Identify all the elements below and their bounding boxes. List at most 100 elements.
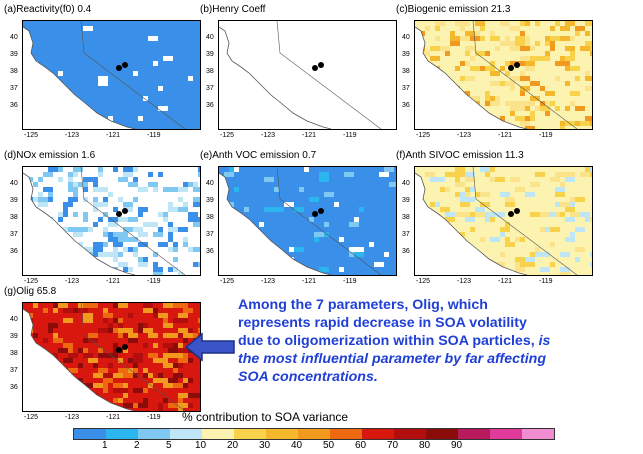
site-marker xyxy=(312,211,318,217)
colorbar-swatch xyxy=(426,429,458,439)
colorbar-swatch xyxy=(362,429,394,439)
y-tick-label: 40 xyxy=(206,180,214,187)
colorbar-swatch xyxy=(106,429,138,439)
colorbar-title: % contribution to SOA variance xyxy=(182,410,349,424)
note-line-3-italic: is xyxy=(534,333,551,349)
colorbar-swatch xyxy=(234,429,266,439)
x-tick-label: -125 xyxy=(24,414,39,421)
y-tick-label: 36 xyxy=(10,102,18,109)
note-line-2: represents rapid decrease in SOA volatil… xyxy=(238,315,527,331)
y-tick-label: 39 xyxy=(10,333,18,340)
x-tick-label: -123 xyxy=(457,132,472,139)
y-tick-label: 40 xyxy=(402,180,410,187)
map-panel-d: (d)NOx emission 1.6 40 39 38 37 36 -125 -123 -12… xyxy=(2,146,202,286)
arrow-icon xyxy=(186,332,235,362)
map-panel-f: (f)Anth SIVOC emission 11.3 40 39 38 37 36 -12… xyxy=(394,146,594,286)
colorbar-swatch xyxy=(458,429,490,439)
colorbar-tick-label: 10 xyxy=(195,440,207,451)
y-tick-label: 40 xyxy=(206,34,214,41)
colorbar-swatch xyxy=(330,429,362,439)
colorbar-tick-label: 80 xyxy=(419,440,431,451)
x-tick-label: -123 xyxy=(65,278,80,285)
map-plot xyxy=(22,302,201,412)
x-tick-label: -119 xyxy=(539,278,553,285)
x-tick-label: -125 xyxy=(416,132,431,139)
y-tick-label: 37 xyxy=(206,85,214,92)
site-marker xyxy=(318,62,324,68)
x-tick-label: -121 xyxy=(106,414,121,421)
y-tick-label: 36 xyxy=(206,102,214,109)
y-tick-label: 37 xyxy=(206,231,214,238)
colorbar-swatch xyxy=(490,429,522,439)
y-tick-label: 39 xyxy=(10,51,18,58)
x-tick-label: -125 xyxy=(220,278,235,285)
x-tick-label: -121 xyxy=(106,132,121,139)
colorbar-tick-label: 1 xyxy=(102,440,108,451)
site-marker xyxy=(122,62,128,68)
y-tick-label: 40 xyxy=(402,34,410,41)
panel-title: (a)Reactivity(f0) 0.4 xyxy=(4,4,92,15)
note-line-4: the most influential parameter by far af… xyxy=(238,351,546,367)
y-tick-label: 36 xyxy=(402,102,410,109)
y-tick-label: 40 xyxy=(10,316,18,323)
x-tick-label: -125 xyxy=(24,132,39,139)
x-tick-label: -123 xyxy=(261,132,276,139)
y-tick-label: 39 xyxy=(402,51,410,58)
colorbar-tick-label: 50 xyxy=(323,440,335,451)
x-tick-label: -123 xyxy=(65,414,80,421)
site-marker xyxy=(508,65,514,71)
y-tick-label: 38 xyxy=(206,68,214,75)
colorbar-swatch xyxy=(170,429,202,439)
colorbar-swatch xyxy=(138,429,170,439)
x-tick-label: -121 xyxy=(498,132,513,139)
colorbar-swatch xyxy=(74,429,106,439)
colorbar-tick-label: 70 xyxy=(387,440,399,451)
site-marker xyxy=(122,344,128,350)
colorbar-swatch xyxy=(298,429,330,439)
y-tick-label: 36 xyxy=(10,384,18,391)
x-tick-label: -123 xyxy=(65,132,80,139)
x-tick-label: -125 xyxy=(220,132,235,139)
y-tick-label: 39 xyxy=(10,197,18,204)
annotation-text: Among the 7 parameters, Olig, which repr… xyxy=(238,296,638,386)
y-tick-label: 38 xyxy=(10,68,18,75)
x-tick-label: -121 xyxy=(498,278,513,285)
y-tick-label: 38 xyxy=(402,214,410,221)
x-tick-label: -119 xyxy=(343,278,357,285)
site-marker xyxy=(122,208,128,214)
x-tick-label: -125 xyxy=(416,278,431,285)
site-marker xyxy=(116,211,122,217)
map-panel-b: (b)Henry Coeff 40 39 38 37 36 -125 -123 -121 -119 xyxy=(198,0,398,140)
colorbar-swatch xyxy=(202,429,234,439)
y-tick-label: 36 xyxy=(402,248,410,255)
y-tick-label: 39 xyxy=(206,197,214,204)
y-tick-label: 40 xyxy=(10,180,18,187)
y-tick-label: 38 xyxy=(10,350,18,357)
y-tick-label: 37 xyxy=(10,367,18,374)
panel-title: (b)Henry Coeff xyxy=(200,4,266,15)
x-tick-label: -121 xyxy=(302,132,317,139)
note-line-3: due to oligomerization within SOA partic… xyxy=(238,332,638,350)
y-tick-label: 37 xyxy=(10,85,18,92)
y-tick-label: 38 xyxy=(206,214,214,221)
map-panel-g: (g)Olig 65.8 40 39 38 37 36 -125 -123 -121 -119 xyxy=(2,284,202,424)
map-panel-a: (a)Reactivity(f0) 0.4 40 39 38 37 36 -125 -123 -… xyxy=(2,0,202,140)
site-marker xyxy=(514,62,520,68)
site-marker xyxy=(312,65,318,71)
map-plot xyxy=(218,166,397,276)
x-tick-label: -119 xyxy=(147,278,161,285)
site-marker xyxy=(116,347,122,353)
colorbar-tick-label: 30 xyxy=(259,440,271,451)
y-tick-label: 37 xyxy=(402,85,410,92)
panel-title: (c)Biogenic emission 21.3 xyxy=(396,4,511,15)
note-line-5: SOA concentrations. xyxy=(238,369,378,385)
x-tick-label: -123 xyxy=(457,278,472,285)
y-tick-label: 36 xyxy=(206,248,214,255)
map-plot xyxy=(22,166,201,276)
note-line-3-text: due to oligomerization within SOA partic… xyxy=(238,333,535,349)
site-marker xyxy=(514,208,520,214)
panel-title: (d)NOx emission 1.6 xyxy=(4,150,96,161)
note-line-1: Among the 7 parameters, Olig, which xyxy=(238,297,488,313)
y-tick-label: 39 xyxy=(402,197,410,204)
y-tick-label: 38 xyxy=(402,68,410,75)
